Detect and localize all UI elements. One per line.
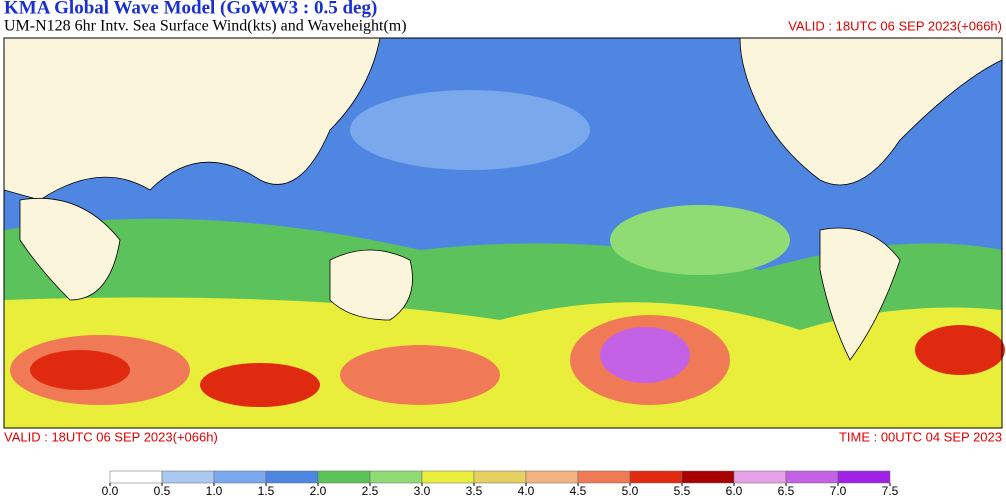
valid-bottom: VALID : 18UTC 06 SEP 2023(+066h): [4, 429, 218, 444]
land-south-america: [819, 227, 901, 361]
colorbar-label: 1.5: [258, 484, 275, 496]
colorbar-swatch: [837, 470, 891, 484]
colorbar-label: 5.0: [622, 484, 639, 496]
colorbar-swatch: [317, 470, 371, 484]
valid-top: VALID : 18UTC 06 SEP 2023(+066h): [788, 18, 1002, 33]
wave-zone: [915, 325, 1005, 375]
init-time: TIME : 00UTC 04 SEP 2023: [839, 429, 1002, 444]
wave-zone: [610, 205, 790, 275]
land-africa: [19, 197, 121, 301]
map: [3, 37, 1005, 429]
land-eurasia: [3, 37, 381, 201]
colorbar-label: 2.0: [310, 484, 327, 496]
colorbar-label: 5.5: [674, 484, 691, 496]
colorbar-label: 7.5: [882, 484, 899, 496]
title: KMA Global Wave Model (GoWW3 : 0.5 deg): [4, 0, 377, 18]
colorbar-swatch: [369, 470, 423, 484]
colorbar-swatch: [525, 470, 579, 484]
colorbar-label: 4.5: [570, 484, 587, 496]
land-australia: [329, 249, 413, 321]
colorbar-swatch: [577, 470, 631, 484]
colorbar-label: 7.0: [830, 484, 847, 496]
colorbar-swatch: [733, 470, 787, 484]
colorbar-swatch: [785, 470, 839, 484]
wave-zone: [200, 363, 320, 407]
map-frame: [3, 37, 1003, 429]
colorbar: 0.0 0.5 1.0 1.5 2.0 2.5 3.0 3.5 4.0 4.5 5.0 5.5 6.0 6…: [102, 470, 899, 496]
colorbar-label: 3.0: [414, 484, 431, 496]
land-north-america: [739, 37, 1003, 186]
colorbar-label: 4.0: [518, 484, 535, 496]
colorbar-label: 6.5: [778, 484, 795, 496]
colorbar-label: 3.5: [466, 484, 483, 496]
wave-zone: [340, 345, 500, 405]
subtitle: UM-N128 6hr Intv. Sea Surface Wind(kts) …: [4, 18, 407, 35]
colorbar-swatch: [681, 470, 735, 484]
wave-zone: [30, 350, 130, 390]
colorbar-label: 0.5: [154, 484, 171, 496]
colorbar-label: 2.5: [362, 484, 379, 496]
colorbar-swatch: [161, 470, 215, 484]
colorbar-swatch: [213, 470, 267, 484]
wave-zone: [350, 90, 590, 170]
wave-zone: [600, 327, 690, 383]
colorbar-swatch: [629, 470, 683, 484]
colorbar-swatch: [265, 470, 319, 484]
colorbar-label: 0.0: [102, 484, 119, 496]
colorbar-swatch: [109, 470, 163, 484]
colorbar-swatch: [473, 470, 527, 484]
colorbar-swatch: [421, 470, 475, 484]
colorbar-label: 1.0: [206, 484, 223, 496]
colorbar-label: 6.0: [726, 484, 743, 496]
